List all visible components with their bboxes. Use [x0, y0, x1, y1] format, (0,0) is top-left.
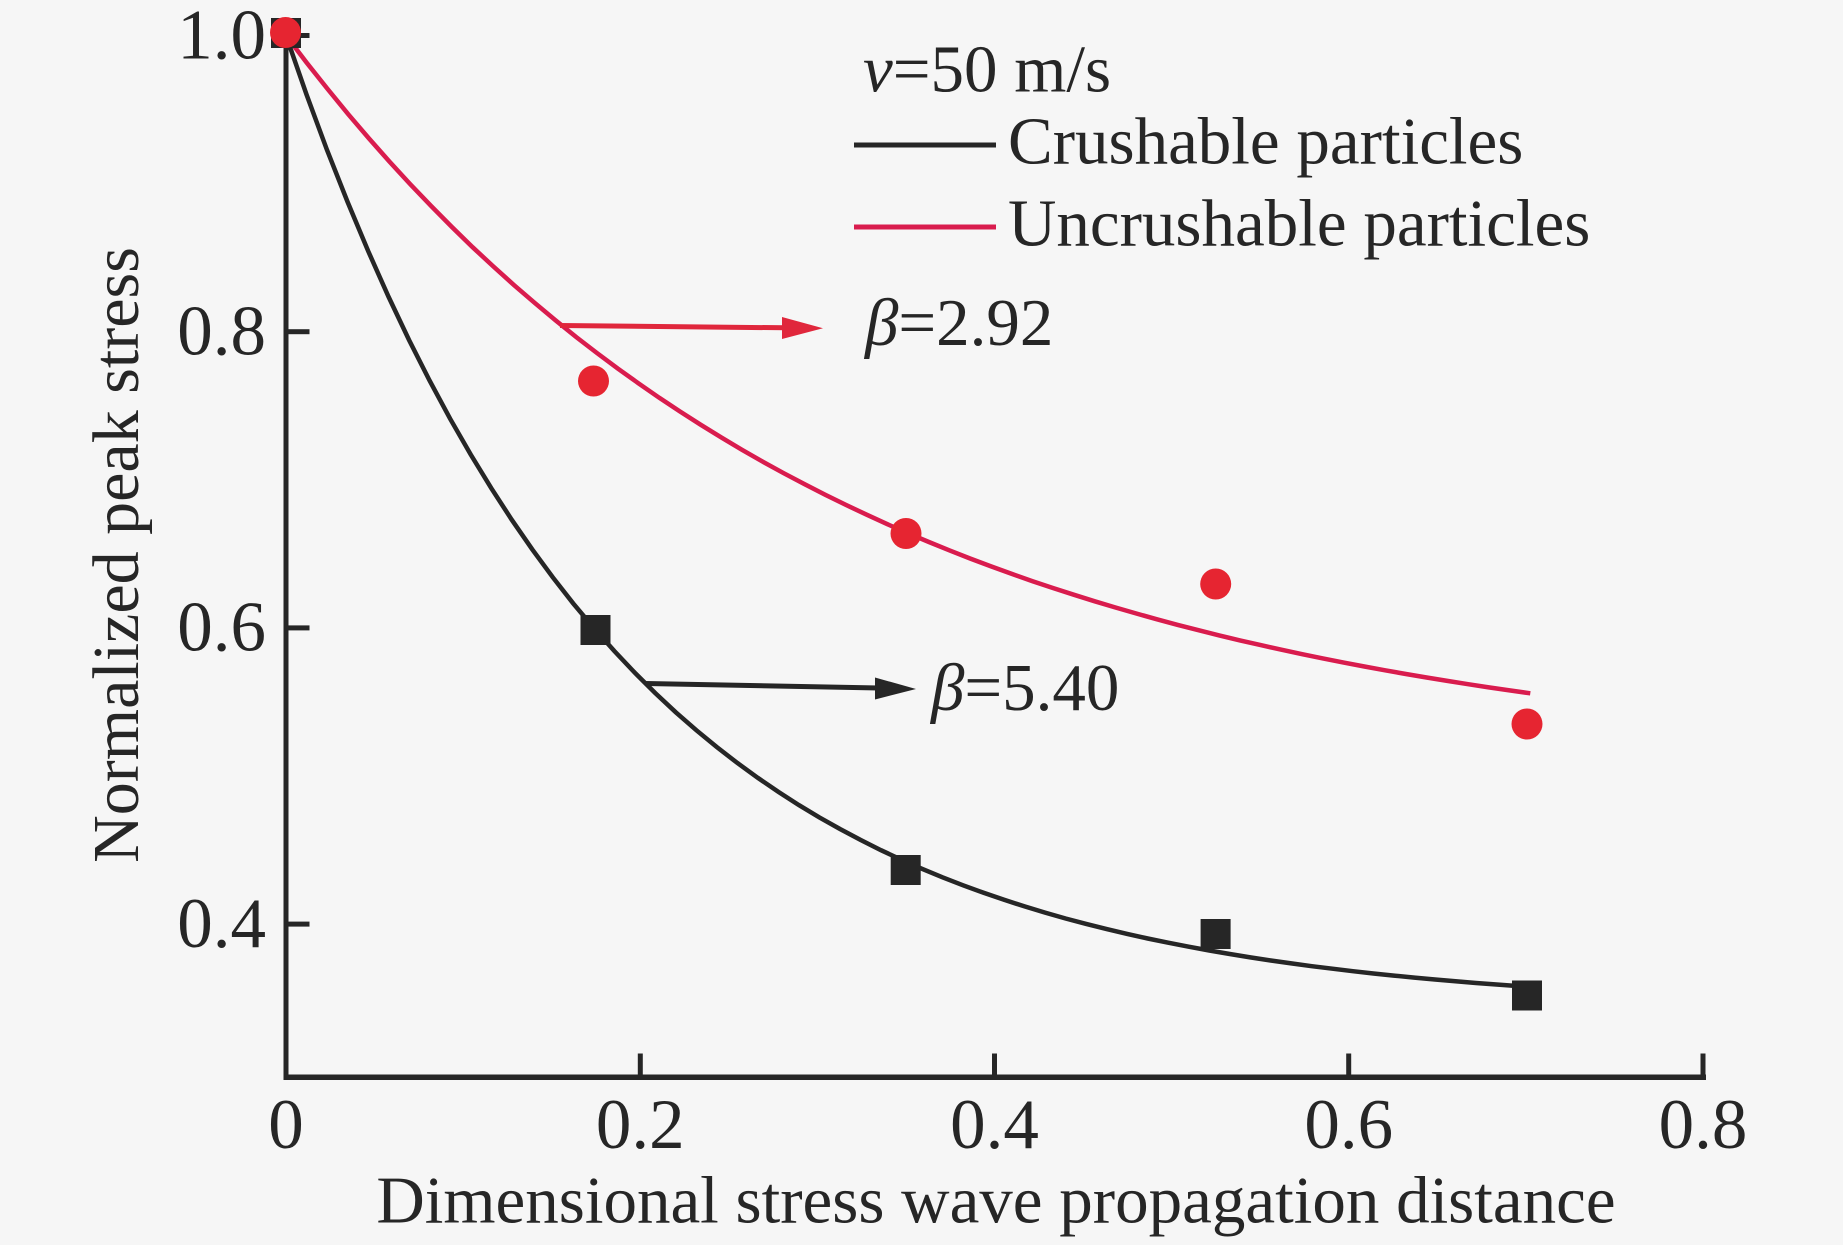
- svg-text:0.6: 0.6: [1304, 1086, 1393, 1164]
- svg-text:0.8: 0.8: [1659, 1086, 1748, 1164]
- svg-text:v=50 m/s: v=50 m/s: [863, 33, 1111, 107]
- svg-text:β=5.40: β=5.40: [929, 651, 1119, 725]
- svg-text:0.2: 0.2: [596, 1086, 685, 1164]
- svg-text:0.4: 0.4: [950, 1086, 1039, 1164]
- svg-text:Uncrushable particles: Uncrushable particles: [1008, 187, 1590, 261]
- svg-text:0.4: 0.4: [177, 885, 266, 963]
- svg-text:0.6: 0.6: [177, 589, 266, 667]
- svg-text:1.0: 1.0: [177, 0, 266, 74]
- svg-text:β=2.92: β=2.92: [863, 286, 1053, 360]
- svg-text:0.8: 0.8: [177, 293, 266, 371]
- svg-text:Dimensional stress wave propag: Dimensional stress wave propagation dist…: [376, 1164, 1615, 1238]
- svg-text:0: 0: [268, 1086, 304, 1164]
- svg-text:Crushable particles: Crushable particles: [1008, 105, 1523, 179]
- svg-text:Normalized peak stress: Normalized peak stress: [80, 247, 153, 863]
